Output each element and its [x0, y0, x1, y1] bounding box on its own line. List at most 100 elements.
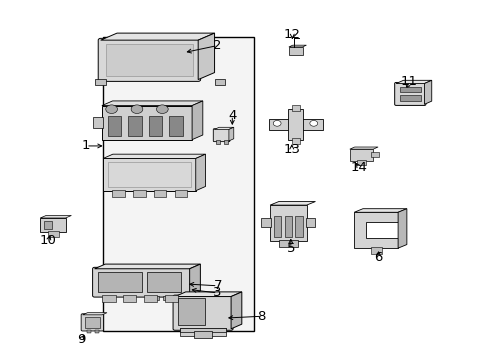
FancyBboxPatch shape: [394, 82, 425, 105]
Bar: [194, 331, 211, 338]
Bar: [278, 240, 298, 247]
Polygon shape: [40, 216, 71, 218]
Bar: [178, 298, 204, 325]
Bar: [122, 295, 136, 302]
Polygon shape: [349, 147, 377, 149]
Bar: [291, 104, 299, 111]
Bar: [399, 87, 420, 93]
Bar: [288, 47, 302, 55]
Bar: [214, 79, 225, 85]
Bar: [273, 216, 281, 237]
Bar: [40, 218, 65, 231]
Bar: [128, 116, 142, 136]
Bar: [93, 117, 102, 128]
Circle shape: [131, 105, 142, 113]
Text: 3: 3: [213, 287, 222, 300]
Polygon shape: [195, 154, 205, 191]
Polygon shape: [288, 45, 306, 47]
Bar: [143, 295, 157, 302]
Bar: [268, 119, 322, 130]
Polygon shape: [192, 101, 203, 140]
Polygon shape: [142, 280, 174, 283]
Bar: [295, 216, 302, 237]
Text: 1: 1: [81, 139, 90, 152]
Bar: [370, 152, 378, 157]
Bar: [105, 44, 193, 76]
Bar: [154, 296, 159, 301]
Text: 4: 4: [228, 109, 236, 122]
Bar: [163, 296, 167, 301]
Bar: [356, 160, 366, 165]
Bar: [98, 273, 142, 292]
Polygon shape: [228, 127, 233, 141]
Polygon shape: [424, 80, 431, 104]
Bar: [180, 328, 226, 336]
Polygon shape: [168, 280, 174, 296]
Text: 14: 14: [350, 161, 367, 174]
Polygon shape: [353, 209, 406, 212]
Polygon shape: [353, 212, 397, 248]
Text: 10: 10: [40, 234, 57, 247]
Polygon shape: [175, 292, 242, 297]
Bar: [145, 296, 150, 301]
Bar: [103, 37, 254, 330]
Circle shape: [156, 105, 168, 113]
FancyBboxPatch shape: [213, 129, 229, 141]
Bar: [102, 295, 115, 302]
Bar: [103, 158, 195, 191]
Text: 9: 9: [77, 333, 85, 346]
Bar: [148, 116, 162, 136]
Polygon shape: [189, 264, 200, 296]
Text: 2: 2: [213, 39, 222, 52]
Polygon shape: [214, 127, 233, 130]
Circle shape: [105, 105, 117, 113]
Bar: [44, 221, 52, 229]
Bar: [216, 140, 220, 144]
Bar: [288, 109, 303, 140]
Text: 6: 6: [374, 251, 382, 264]
Bar: [87, 330, 91, 333]
Polygon shape: [82, 313, 107, 315]
Polygon shape: [94, 264, 200, 269]
FancyBboxPatch shape: [92, 267, 191, 297]
Bar: [291, 138, 299, 144]
FancyBboxPatch shape: [81, 314, 103, 331]
Bar: [370, 247, 381, 253]
Circle shape: [273, 121, 281, 126]
Bar: [107, 116, 121, 136]
Polygon shape: [269, 202, 315, 205]
FancyBboxPatch shape: [173, 295, 233, 330]
Text: 8: 8: [257, 310, 265, 323]
Bar: [169, 116, 183, 136]
Bar: [95, 79, 105, 85]
Polygon shape: [198, 33, 214, 80]
Polygon shape: [103, 154, 205, 158]
Polygon shape: [101, 33, 214, 40]
Bar: [133, 190, 145, 197]
Polygon shape: [395, 80, 431, 84]
Polygon shape: [231, 292, 242, 329]
Bar: [102, 105, 192, 140]
Text: 13: 13: [283, 143, 300, 156]
Bar: [108, 162, 190, 187]
Text: 11: 11: [400, 75, 417, 88]
Bar: [112, 190, 124, 197]
Bar: [305, 218, 315, 226]
Bar: [164, 295, 178, 302]
Bar: [174, 190, 187, 197]
Bar: [399, 95, 420, 101]
Polygon shape: [102, 101, 203, 105]
Bar: [48, 231, 59, 237]
Circle shape: [309, 121, 317, 126]
Bar: [269, 205, 306, 241]
Bar: [284, 216, 291, 237]
FancyBboxPatch shape: [98, 39, 200, 81]
Bar: [95, 330, 99, 333]
Text: 7: 7: [213, 279, 222, 292]
Bar: [154, 190, 166, 197]
Bar: [349, 149, 372, 161]
Bar: [261, 218, 270, 226]
Text: 12: 12: [283, 28, 300, 41]
Text: 5: 5: [286, 242, 294, 255]
Bar: [142, 283, 168, 296]
